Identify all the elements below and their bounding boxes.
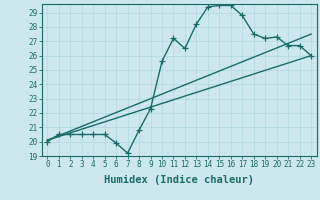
X-axis label: Humidex (Indice chaleur): Humidex (Indice chaleur)	[104, 175, 254, 185]
